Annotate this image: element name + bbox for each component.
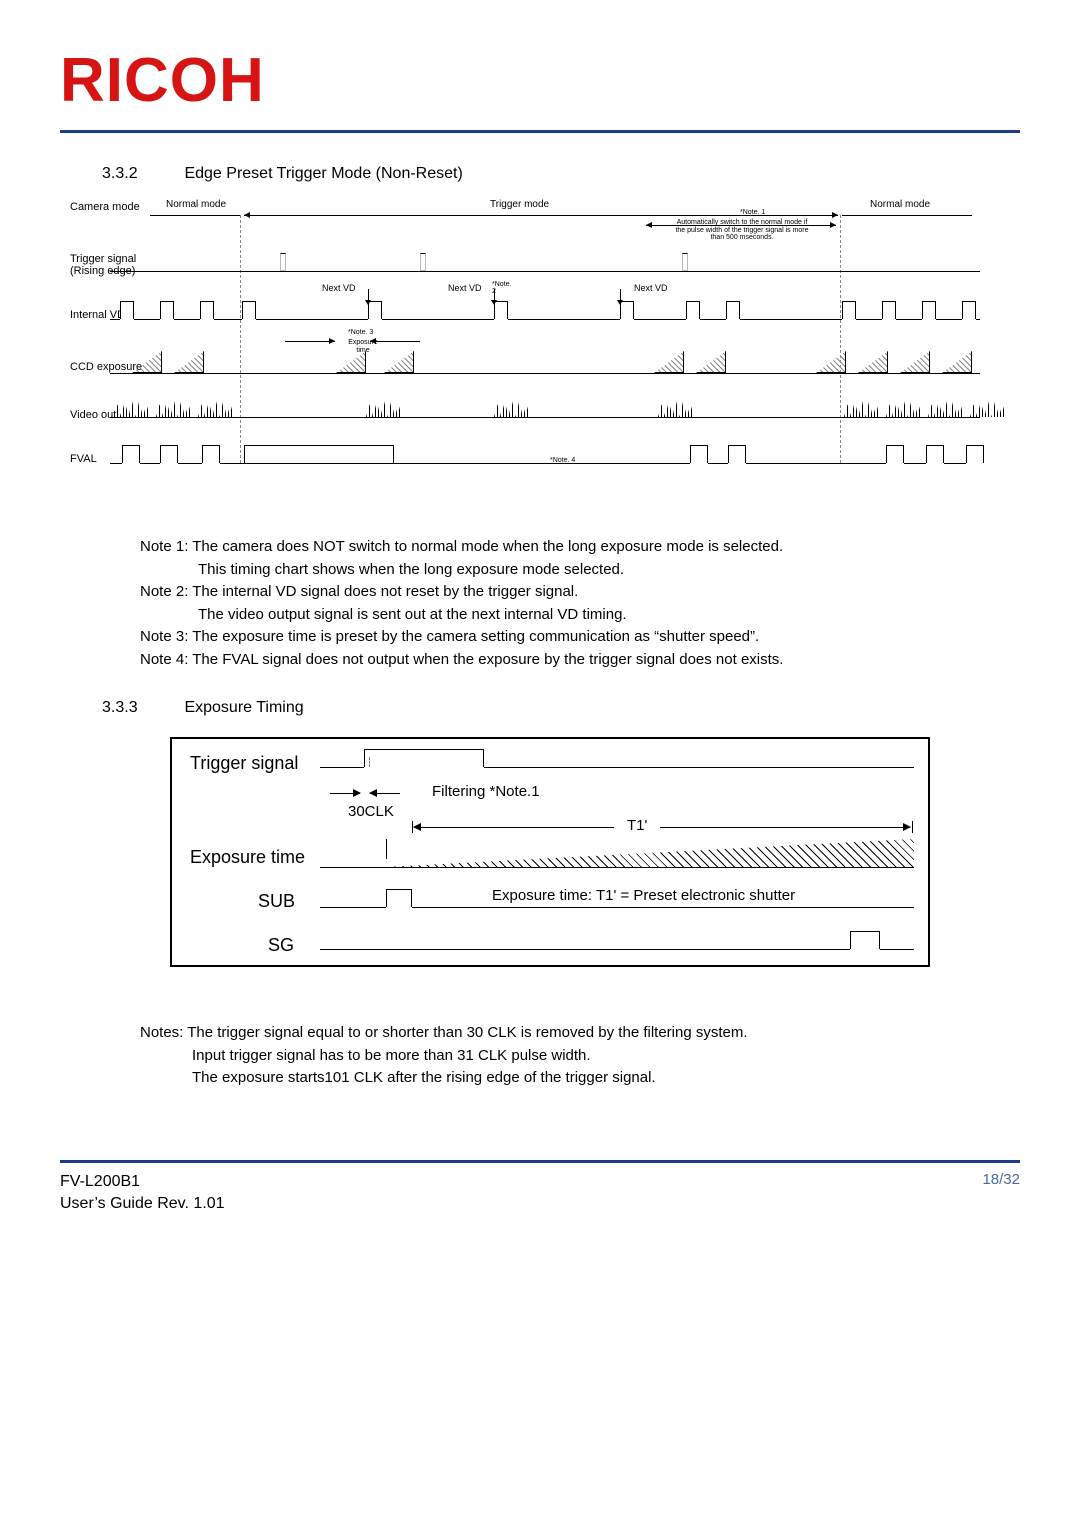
notes2-line1: Notes: The trigger signal equal to or sh… xyxy=(140,1022,1020,1045)
section-332-text: Edge Preset Trigger Mode (Non-Reset) xyxy=(184,165,462,182)
next-vd-3: Next VD xyxy=(634,283,668,293)
note3-line: Note 3: The exposure time is preset by t… xyxy=(140,626,1020,649)
d2-sg-label: SG xyxy=(268,935,294,956)
section-333-text: Exposure Timing xyxy=(184,699,303,716)
footer-guide: User’s Guide Rev. 1.01 xyxy=(60,1193,225,1215)
section-332-title: 3.3.2 Edge Preset Trigger Mode (Non-Rese… xyxy=(102,165,1020,183)
notes-block-2: Notes: The trigger signal equal to or sh… xyxy=(140,1022,1020,1090)
page-footer: FV-L200B1 User’s Guide Rev. 1.01 18/32 xyxy=(0,1163,1080,1256)
section-332-num: 3.3.2 xyxy=(102,165,180,183)
note2-line2: The video output signal is sent out at t… xyxy=(198,604,1020,627)
notes2-line2: Input trigger signal has to be more than… xyxy=(192,1045,1020,1068)
ricoh-logo: RICOH xyxy=(60,50,1020,112)
section-333-num: 3.3.3 xyxy=(102,699,180,717)
section-333-title: 3.3.3 Exposure Timing xyxy=(102,699,1020,717)
d2-trigger-label: Trigger signal xyxy=(190,753,298,774)
d2-sub-label: SUB xyxy=(258,891,295,912)
notes-block-1: Note 1: The camera does NOT switch to no… xyxy=(140,536,1020,671)
note1-line2: This timing chart shows when the long ex… xyxy=(198,559,1020,582)
page-content: 3.3.2 Edge Preset Trigger Mode (Non-Rese… xyxy=(0,133,1080,1090)
note2-line1: Note 2: The internal VD signal does not … xyxy=(140,581,1020,604)
d2-30clk: 30CLK xyxy=(348,803,394,820)
auto-switch-note: Automatically switch to the normal mode … xyxy=(672,219,812,242)
footer-model: FV-L200B1 xyxy=(60,1171,225,1193)
d2-exp-text: Exposure time: T1' = Preset electronic s… xyxy=(492,887,795,904)
note3-ref: *Note. 3 xyxy=(348,329,373,336)
row-trigger-signal: Trigger signal (Rising edge) xyxy=(70,253,160,277)
exposure-time-label: Exposure time xyxy=(338,339,388,354)
note4-line: Note 4: The FVAL signal does not output … xyxy=(140,649,1020,672)
footer-page: 18/32 xyxy=(982,1171,1020,1216)
fval-long xyxy=(244,445,394,463)
mode-normal-right: Normal mode xyxy=(870,199,930,210)
row-camera-mode: Camera mode xyxy=(70,201,160,213)
d2-t1: T1' xyxy=(627,817,647,834)
mode-trigger: Trigger mode xyxy=(490,199,549,210)
timing-diagram-2: Trigger signal Exposure time SUB SG Filt… xyxy=(170,737,930,967)
d2-filtering: Filtering *Note.1 xyxy=(432,783,540,800)
d2-exposure-label: Exposure time xyxy=(190,847,305,868)
page-header: RICOH xyxy=(0,0,1080,120)
next-vd-1: Next VD xyxy=(322,283,356,293)
next-vd-2: Next VD xyxy=(448,283,482,293)
notes2-line3: The exposure starts101 CLK after the ris… xyxy=(192,1067,1020,1090)
mode-normal-left: Normal mode xyxy=(166,199,226,210)
note1-line1: Note 1: The camera does NOT switch to no… xyxy=(140,536,1020,559)
timing-diagram-1: Camera mode Trigger signal (Rising edge)… xyxy=(60,201,1020,501)
note1-ref: *Note. 1 xyxy=(740,209,765,216)
